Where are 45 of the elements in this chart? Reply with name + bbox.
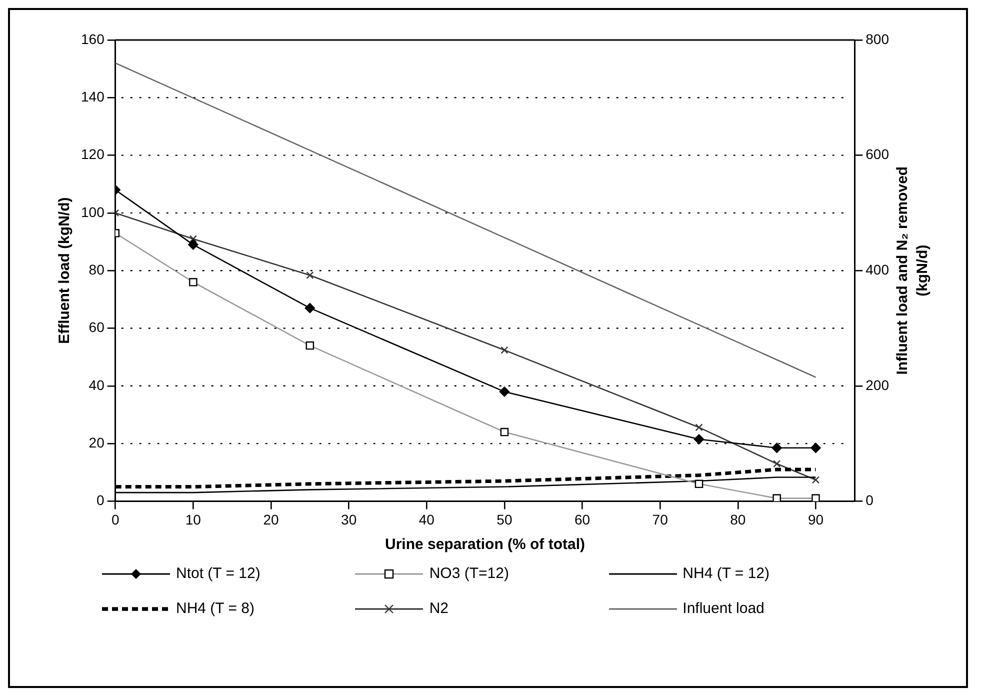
point xyxy=(188,240,198,250)
point xyxy=(773,460,781,468)
point xyxy=(189,235,197,243)
legend-label: N2 xyxy=(429,600,449,617)
y2-tick-label: 600 xyxy=(866,146,890,162)
y-tick-label: 0 xyxy=(96,492,105,508)
y2-tick-label: 200 xyxy=(866,376,890,393)
y-tick-label: 60 xyxy=(88,319,105,336)
x-tick-label: 30 xyxy=(341,511,357,528)
legend-label: Ntot (T = 12) xyxy=(176,565,260,582)
x-tick-label: 10 xyxy=(185,511,202,528)
x-tick-label: 70 xyxy=(652,511,668,528)
y-tick-label: 80 xyxy=(88,261,105,278)
y2-tick-label: 800 xyxy=(866,30,890,47)
y-tick-label: 40 xyxy=(88,376,105,393)
x-tick-label: 40 xyxy=(418,511,435,528)
point xyxy=(812,476,820,484)
y-tick-label: 100 xyxy=(81,204,105,220)
legend-label: Influent load xyxy=(682,600,764,617)
legend-label: NH4 (T = 8) xyxy=(176,600,254,617)
x-tick-label: 0 xyxy=(111,511,120,528)
point xyxy=(694,434,704,444)
y2-axis-title: Influent load and N₂ removed (kgN/d) xyxy=(894,166,931,375)
point xyxy=(772,442,782,453)
y-tick-label: 20 xyxy=(88,434,105,450)
x-tick-label: 90 xyxy=(808,511,824,528)
legend-label: NH4 (T = 12) xyxy=(682,565,770,582)
y-axis-title: Effluent load (kgN/d) xyxy=(56,197,74,344)
y-tick-label: 160 xyxy=(81,30,105,47)
x-tick-label: 50 xyxy=(496,511,512,528)
x-tick-label: 80 xyxy=(730,511,746,528)
y-tick-label: 140 xyxy=(81,88,105,105)
point xyxy=(695,424,703,432)
point xyxy=(500,346,508,354)
y2-tick-label: 400 xyxy=(866,261,890,278)
point xyxy=(810,442,821,453)
point xyxy=(499,386,510,397)
x-axis-title: Urine separation (% of total) xyxy=(384,536,586,554)
y-tick-label: 120 xyxy=(81,146,105,162)
y2-tick-label: 0 xyxy=(866,492,874,508)
x-tick-label: 20 xyxy=(263,511,279,528)
point xyxy=(306,271,314,279)
x-tick-label: 60 xyxy=(574,511,590,528)
legend-label: NO3 (T=12) xyxy=(429,565,509,582)
point xyxy=(304,302,316,314)
